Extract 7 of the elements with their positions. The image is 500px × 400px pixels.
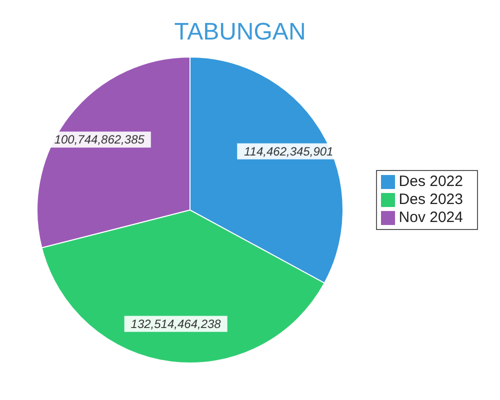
data-label: 114,462,345,901 xyxy=(244,144,334,158)
chart-title: TABUNGAN xyxy=(174,18,306,46)
data-label: 100,744,862,385 xyxy=(54,132,145,147)
legend-label: Des 2023 xyxy=(398,191,463,208)
legend-label: Des 2022 xyxy=(398,173,463,190)
data-label: 132,514,464,238 xyxy=(130,316,222,331)
legend-label: Nov 2024 xyxy=(398,209,463,226)
